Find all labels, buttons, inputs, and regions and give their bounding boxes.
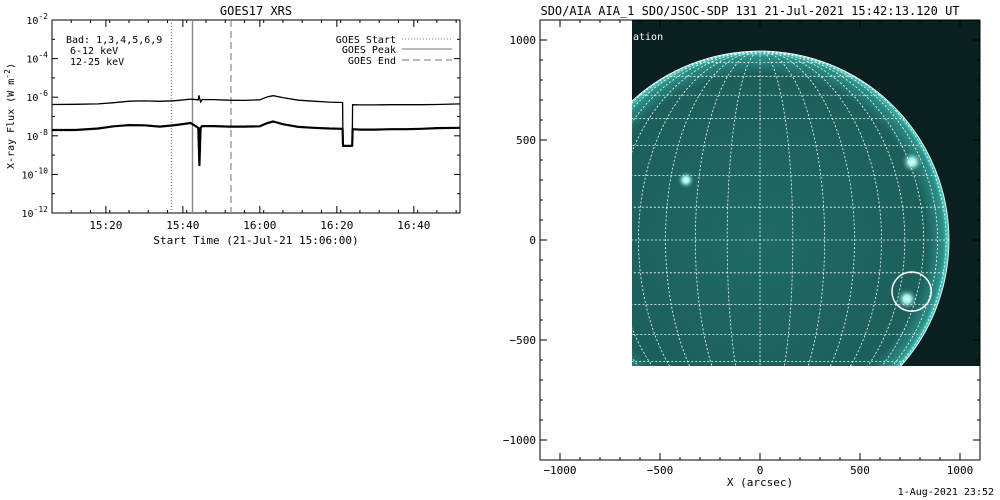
footer-timestamp: 1-Aug-2021 23:52 bbox=[898, 487, 994, 498]
grid-longitude-line bbox=[759, 51, 794, 366]
legend-goes-start: GOES Start bbox=[336, 35, 396, 46]
aia-y-axis: 1000 500 0 −500 −1000 bbox=[503, 34, 980, 447]
grid-longitude-line bbox=[665, 51, 761, 366]
goes-x-tick-label: 15:40 bbox=[166, 219, 199, 232]
aia-image-panel: ation bbox=[632, 20, 980, 366]
goes-y-axis-label: X-ray Flux (W m-2) bbox=[3, 63, 17, 169]
aia-x-tick-label: −1000 bbox=[543, 464, 576, 477]
goes-annotations: Bad: 1,3,4,5,6,9 6-12 keV 12-25 keV bbox=[66, 35, 162, 68]
grid-longitude-line bbox=[726, 51, 761, 366]
goes-y-tick-label: 10-12 bbox=[22, 205, 49, 220]
goes-flux-series bbox=[52, 95, 460, 167]
grid-longitude-line bbox=[759, 51, 882, 366]
goes-x-tick-label: 16:20 bbox=[320, 219, 353, 232]
legend-goes-end: GOES End bbox=[348, 56, 396, 67]
goes-y-tick-label: 10-6 bbox=[26, 89, 48, 104]
active-region-brightening bbox=[901, 151, 923, 173]
aia-y-tick-label: 1000 bbox=[510, 34, 537, 47]
energy-band-6-12: 6-12 keV bbox=[70, 46, 118, 57]
goes-x-tick-label: 16:00 bbox=[243, 219, 276, 232]
goes-y-axis: 10-2 10-4 10-6 10-8 10-10 10-12 bbox=[22, 12, 460, 220]
grid-longitude-line bbox=[759, 51, 855, 366]
goes-series-short bbox=[52, 120, 460, 167]
active-region-brightening bbox=[896, 288, 918, 310]
legend-goes-peak: GOES Peak bbox=[342, 45, 396, 56]
aia-y-tick-label: −1000 bbox=[503, 434, 536, 447]
aia-image-content bbox=[632, 20, 980, 366]
goes-x-axis: 15:20 15:40 16:00 16:20 16:40 bbox=[51, 20, 457, 232]
goes-event-lines bbox=[170, 20, 232, 213]
active-region-brightening bbox=[677, 171, 695, 189]
heliographic-grid bbox=[632, 51, 949, 366]
goes-series-long bbox=[52, 95, 460, 147]
goes-y-tick-label: 10-2 bbox=[26, 12, 48, 27]
aia-image-plot: SDO/AIA AIA_1 SDO/JSOC-SDP 131 21-Jul-20… bbox=[503, 4, 981, 489]
grid-longitude-line bbox=[638, 51, 761, 366]
goes-plot-title: GOES17 XRS bbox=[220, 4, 292, 18]
solar-limb bbox=[632, 50, 950, 366]
goes-legend: GOES Start GOES Peak GOES End bbox=[336, 35, 452, 67]
aia-y-tick-label: −500 bbox=[510, 334, 537, 347]
bad-channels-note: Bad: 1,3,4,5,6,9 bbox=[66, 35, 162, 46]
grid-longitude-line bbox=[759, 51, 925, 366]
grid-longitude-line bbox=[632, 51, 761, 366]
aia-plot-title: SDO/AIA AIA_1 SDO/JSOC-SDP 131 21-Jul-20… bbox=[540, 4, 959, 18]
goes-y-tick-label: 10-4 bbox=[26, 51, 48, 66]
goes-x-axis-label: Start Time (21-Jul-21 15:06:00) bbox=[153, 234, 358, 247]
aia-y-tick-label: 0 bbox=[529, 234, 536, 247]
aia-x-tick-label: −500 bbox=[647, 464, 674, 477]
aia-x-axis-label: X (arcsec) bbox=[727, 476, 793, 489]
energy-band-12-25: 12-25 keV bbox=[70, 57, 124, 68]
aia-x-tick-label: 500 bbox=[850, 464, 870, 477]
aia-x-tick-label: 0 bbox=[757, 464, 764, 477]
aia-x-axis: −1000 −500 0 500 1000 bbox=[543, 20, 973, 477]
aia-y-tick-label: 500 bbox=[516, 134, 536, 147]
flare-location-circle bbox=[891, 271, 932, 312]
goes-x-tick-label: 15:20 bbox=[89, 219, 122, 232]
goes-y-tick-label: 10-8 bbox=[26, 128, 48, 143]
goes-x-tick-label: 16:40 bbox=[397, 219, 430, 232]
clipped-image-label: ation bbox=[633, 32, 663, 43]
goes-y-tick-label: 10-10 bbox=[22, 166, 49, 181]
aia-x-tick-label: 1000 bbox=[947, 464, 974, 477]
solar-disk bbox=[632, 51, 949, 366]
goes-xrs-plot: GOES17 XRS 10-2 10-4 10-6 10-8 10-10 10-12 15… bbox=[3, 4, 461, 247]
